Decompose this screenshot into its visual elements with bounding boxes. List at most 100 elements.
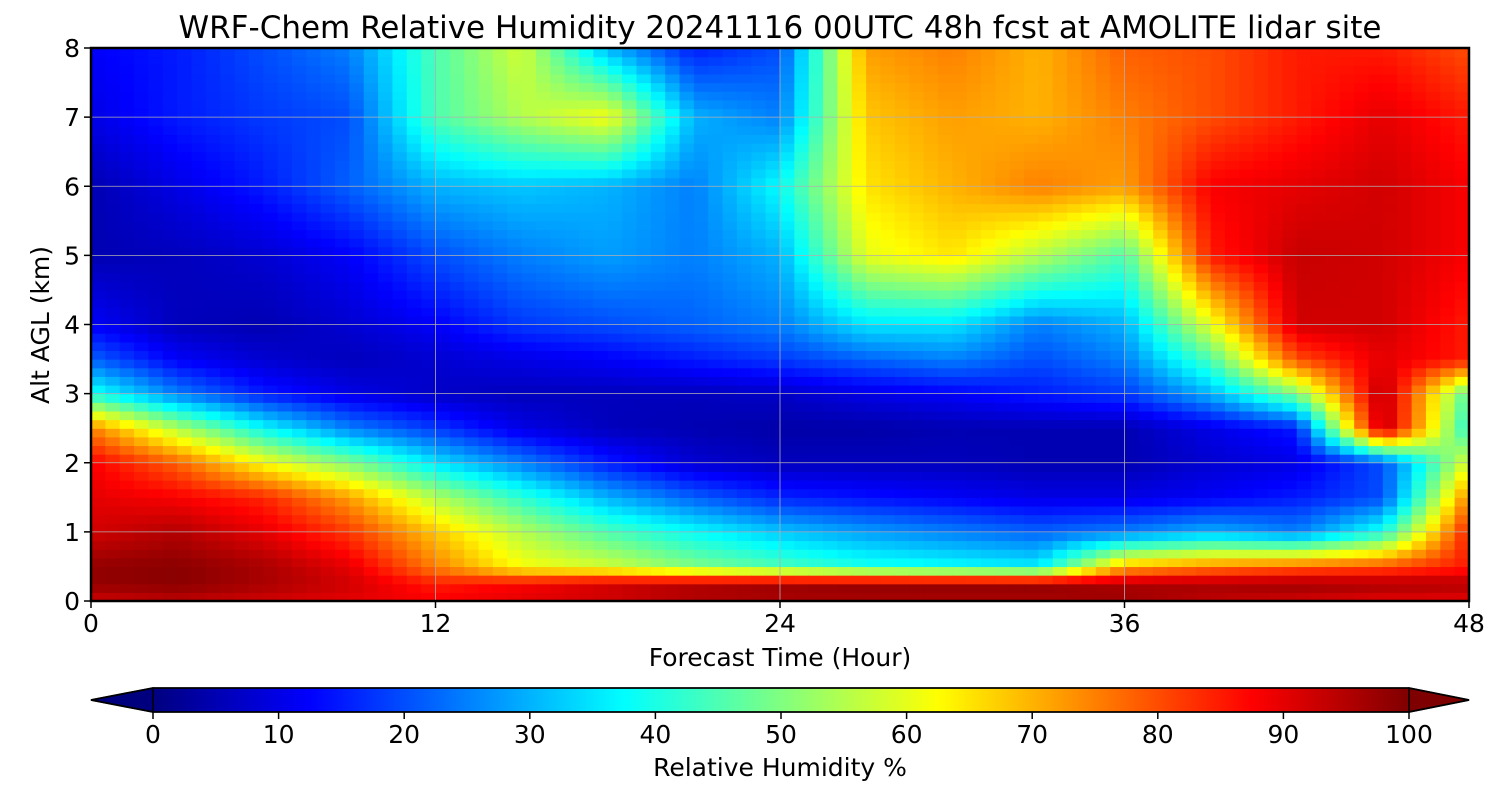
heatmap-cell: [263, 177, 279, 187]
heatmap-cell: [722, 566, 738, 576]
heatmap-cell: [952, 384, 968, 395]
heatmap-cell: [679, 549, 695, 559]
heatmap-cell: [248, 471, 264, 481]
heatmap-cell: [751, 566, 767, 576]
heatmap-cell: [449, 160, 465, 170]
heatmap-cell: [909, 91, 925, 101]
heatmap-cell: [1167, 160, 1183, 170]
heatmap-cell: [234, 255, 250, 265]
heatmap-cell: [564, 367, 580, 377]
heatmap-cell: [1024, 350, 1039, 360]
heatmap-cell: [349, 428, 365, 438]
heatmap-cell: [1067, 289, 1083, 300]
heatmap-cell: [794, 419, 810, 429]
heatmap-cell: [823, 99, 839, 110]
heatmap-cell: [535, 523, 551, 533]
heatmap-cell: [535, 350, 551, 360]
heatmap-cell: [1167, 531, 1183, 542]
heatmap-cell: [1138, 531, 1154, 542]
heatmap-cell: [162, 462, 178, 472]
heatmap-cell: [593, 108, 609, 118]
heatmap-cell: [277, 359, 293, 369]
heatmap-cell: [234, 212, 250, 222]
heatmap-cell: [105, 134, 121, 144]
heatmap-cell: [880, 212, 896, 222]
heatmap-cell: [1153, 289, 1169, 300]
heatmap-cell: [320, 65, 336, 75]
heatmap-cell: [736, 333, 752, 343]
heatmap-cell: [435, 350, 451, 360]
heatmap-cell: [148, 523, 164, 533]
heatmap-cell: [205, 315, 221, 326]
heatmap-cell: [765, 160, 781, 170]
heatmap-cell: [105, 307, 121, 317]
heatmap-cell: [435, 65, 451, 75]
heatmap-cell: [751, 531, 767, 542]
heatmap-cell: [134, 359, 150, 369]
heatmap-cell: [306, 177, 322, 187]
heatmap-cell: [780, 540, 795, 550]
heatmap-cell: [966, 575, 982, 585]
heatmap-cell: [1024, 480, 1039, 490]
heatmap-cell: [1067, 497, 1083, 507]
heatmap-cell: [378, 117, 394, 127]
heatmap-cell: [1138, 82, 1154, 92]
heatmap-cell: [980, 229, 996, 239]
heatmap-cell: [593, 229, 609, 239]
heatmap-cell: [780, 376, 795, 386]
heatmap-cell: [421, 480, 437, 490]
heatmap-cell: [162, 56, 178, 66]
heatmap-cell: [119, 168, 135, 179]
heatmap-cell: [1009, 540, 1025, 550]
heatmap-cell: [234, 220, 250, 231]
heatmap-cell: [693, 566, 709, 576]
heatmap-cell: [1095, 134, 1111, 144]
heatmap-cell: [205, 333, 221, 343]
heatmap-cell: [751, 298, 767, 308]
heatmap-cell: [765, 376, 781, 386]
heatmap-cell: [234, 341, 250, 352]
heatmap-cell: [866, 238, 882, 248]
heatmap-cell: [593, 393, 609, 403]
heatmap-cell: [607, 264, 623, 274]
heatmap-cell: [478, 514, 494, 524]
heatmap-cell: [995, 151, 1011, 161]
heatmap-cell: [1181, 324, 1197, 334]
heatmap-cell: [1052, 531, 1068, 542]
heatmap-cell: [894, 177, 910, 187]
heatmap-cell: [765, 151, 781, 161]
heatmap-cell: [478, 143, 494, 153]
heatmap-cell: [1167, 359, 1183, 369]
heatmap-cell: [234, 480, 250, 490]
heatmap-cell: [291, 48, 307, 58]
heatmap-cell: [277, 583, 293, 593]
heatmap-cell: [966, 177, 982, 187]
heatmap-cell: [593, 333, 609, 343]
heatmap-cell: [349, 566, 365, 576]
heatmap-cell: [607, 186, 623, 196]
heatmap-cell: [995, 177, 1011, 187]
heatmap-cell: [1110, 592, 1126, 601]
heatmap-cell: [1095, 376, 1111, 386]
heatmap-cell: [1124, 203, 1140, 213]
heatmap-cell: [464, 289, 480, 300]
heatmap-cell: [837, 549, 853, 559]
heatmap-cell: [837, 454, 853, 464]
heatmap-cell: [535, 393, 551, 403]
heatmap-cell: [349, 160, 365, 170]
heatmap-cell: [1124, 488, 1140, 498]
heatmap-cell: [622, 255, 638, 265]
heatmap-cell: [220, 592, 236, 601]
heatmap-cell: [708, 488, 724, 498]
heatmap-cell: [765, 108, 781, 118]
heatmap-cell: [363, 177, 379, 187]
heatmap-cell: [1196, 272, 1212, 282]
heatmap-cell: [1067, 281, 1083, 291]
heatmap-cell: [593, 428, 609, 438]
heatmap-cell: [148, 557, 164, 568]
heatmap-cell: [736, 186, 752, 196]
heatmap-cell: [622, 272, 638, 282]
heatmap-cell: [765, 194, 781, 205]
heatmap-cell: [736, 393, 752, 403]
heatmap-cell: [622, 229, 638, 239]
